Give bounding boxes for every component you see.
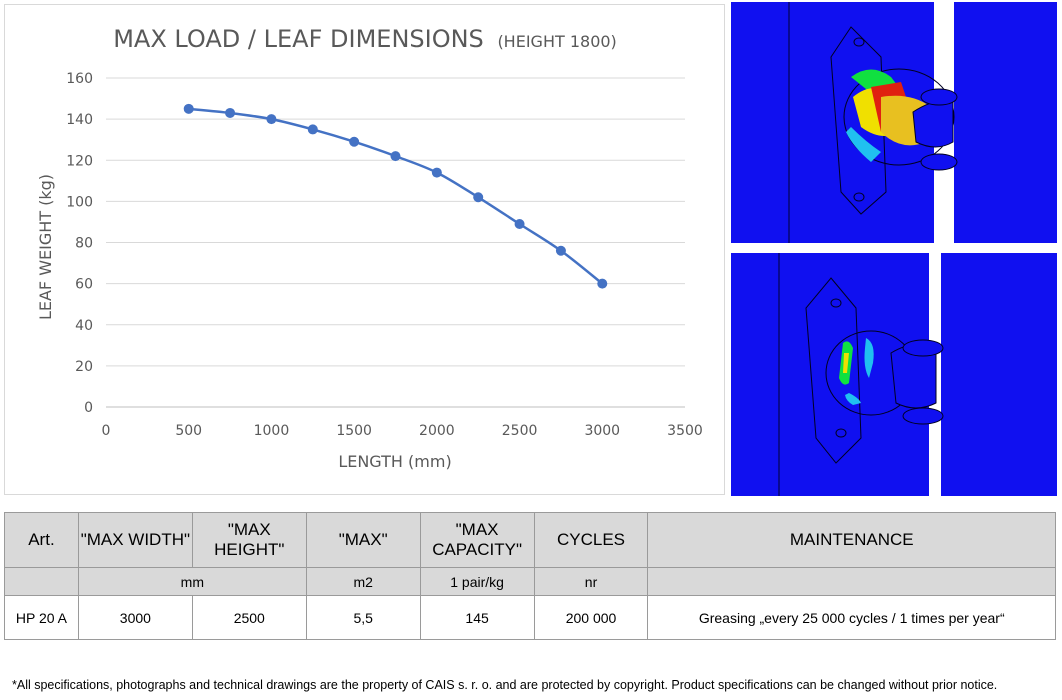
cell-max: 5,5 <box>305 595 421 640</box>
x-axis-label: LENGTH (mm) <box>338 452 451 471</box>
chart-title-main: MAX LOAD / LEAF DIMENSIONS <box>113 25 484 53</box>
copyright-footnote: *All specifications, photographs and tec… <box>12 678 998 692</box>
cell-max-height: 2500 <box>191 595 307 640</box>
y-tick-label: 120 <box>66 153 93 169</box>
header-max: "MAX" <box>305 512 421 568</box>
header-maintenance: MAINTENANCE <box>647 512 1056 568</box>
y-tick-label: 0 <box>84 400 93 416</box>
data-point <box>597 278 608 289</box>
y-tick-label: 80 <box>75 236 93 252</box>
cell-max-width: 3000 <box>77 595 193 640</box>
data-point <box>307 124 318 135</box>
unit-area: m2 <box>305 567 421 596</box>
table-units-row: mm m2 1 pair/kg nr <box>4 567 1056 596</box>
x-tick-label: 3500 <box>667 423 703 439</box>
spec-table: Art. "MAX WIDTH" "MAX HEIGHT" "MAX" "MAX… <box>4 512 1056 640</box>
x-tick-label: 500 <box>175 423 202 439</box>
x-tick-label: 2000 <box>419 423 455 439</box>
x-tick-label: 3000 <box>584 423 620 439</box>
data-point <box>266 114 277 125</box>
chart-title: MAX LOAD / LEAF DIMENSIONS (HEIGHT 1800) <box>113 25 617 53</box>
y-axis-label: LEAF WEIGHT (kg) <box>36 174 55 320</box>
cell-cycles: 200 000 <box>533 595 649 640</box>
hinge-stress-image-top <box>731 2 1057 243</box>
data-point <box>555 245 566 256</box>
y-tick-label: 140 <box>66 112 93 128</box>
data-point <box>390 151 401 162</box>
header-art: Art. <box>4 512 79 568</box>
series-layer <box>183 103 608 289</box>
unit-art <box>4 567 79 596</box>
table-row: HP 20 A 3000 2500 5,5 145 200 000 Greasi… <box>4 595 1056 640</box>
axis-ticks: 0 20 40 60 80 100 120 140 160 0 500 1000 1500 2000 250… <box>66 71 703 439</box>
cell-max-capacity: 145 <box>419 595 535 640</box>
y-tick-label: 100 <box>66 194 93 210</box>
cell-art: HP 20 A <box>4 595 79 640</box>
x-tick-label: 1500 <box>336 423 372 439</box>
header-max-capacity: "MAX CAPACITY" <box>419 512 535 568</box>
data-point <box>349 136 360 147</box>
cell-maintenance: Greasing „every 25 000 cycles / 1 times … <box>647 595 1056 640</box>
unit-dimensions: mm <box>77 567 307 596</box>
unit-capacity: 1 pair/kg <box>419 567 535 596</box>
header-max-height: "MAX HEIGHT" <box>191 512 307 568</box>
table-header-row: Art. "MAX WIDTH" "MAX HEIGHT" "MAX" "MAX… <box>4 512 1056 568</box>
y-tick-label: 60 <box>75 277 93 293</box>
y-tick-label: 20 <box>75 359 93 375</box>
grid-lines <box>106 77 685 408</box>
line-chart: MAX LOAD / LEAF DIMENSIONS (HEIGHT 1800)… <box>36 25 703 471</box>
chart-panel: MAX LOAD / LEAF DIMENSIONS (HEIGHT 1800)… <box>4 4 725 495</box>
y-tick-label: 40 <box>75 318 93 334</box>
unit-cycles: nr <box>533 567 649 596</box>
y-tick-label: 160 <box>66 71 93 87</box>
chart-subtitle: (HEIGHT 1800) <box>497 32 616 51</box>
x-tick-label: 0 <box>102 423 111 439</box>
x-tick-label: 1000 <box>254 423 290 439</box>
header-max-width: "MAX WIDTH" <box>77 512 193 568</box>
unit-maintenance <box>647 567 1056 596</box>
data-point <box>431 167 442 178</box>
x-tick-label: 2500 <box>502 423 538 439</box>
data-point <box>514 218 525 229</box>
header-cycles: CYCLES <box>533 512 649 568</box>
hinge-stress-image-bottom <box>731 253 1057 496</box>
data-point <box>225 107 236 118</box>
series-line <box>188 107 604 285</box>
data-point <box>473 192 484 203</box>
data-point <box>183 103 194 114</box>
